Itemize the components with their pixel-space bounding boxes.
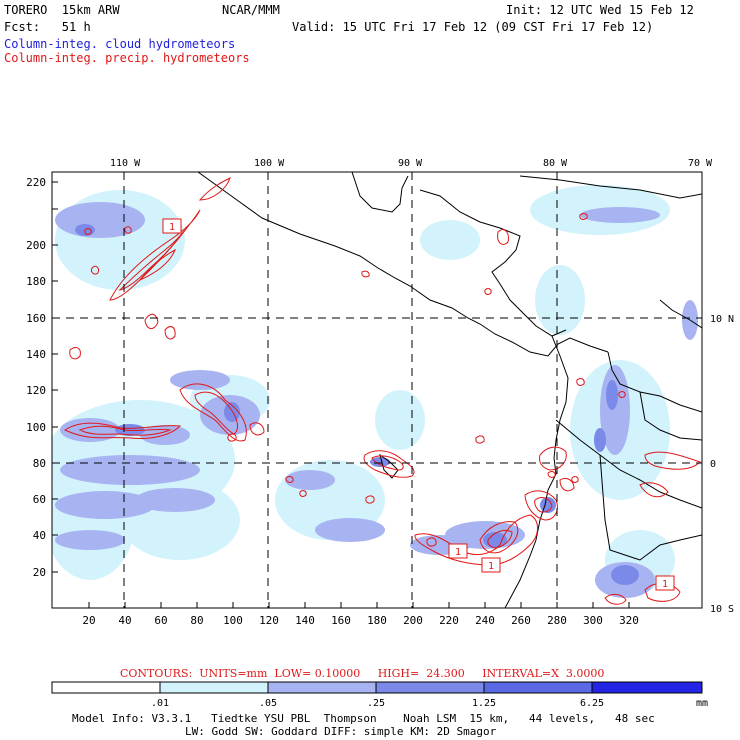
x-tick-label: 200 xyxy=(403,614,423,627)
y-tick-label: 160 xyxy=(26,312,46,325)
lon-label: 90 W xyxy=(398,158,423,169)
lat-label: 0 xyxy=(710,459,716,470)
x-tick-label: 60 xyxy=(154,614,167,627)
lon-label: 100 W xyxy=(254,158,285,169)
max-label: 1 xyxy=(488,561,494,572)
max-label: 1 xyxy=(455,547,461,558)
cloud-field-dark xyxy=(75,224,639,585)
colorbar-unit: mm xyxy=(696,698,708,709)
y-tick-label: 140 xyxy=(26,348,46,361)
lon-label: 110 W xyxy=(110,158,141,169)
model-info-line1: Model Info: V3.3.1 Tiedtke YSU PBL Thomp… xyxy=(72,712,655,725)
axis-ticks xyxy=(52,181,630,608)
model-info-line2: LW: Godd SW: Goddard DIFF: simple KM: 2D… xyxy=(185,725,497,738)
org-label: NCAR/MMM xyxy=(222,3,280,17)
x-tick-label: 180 xyxy=(367,614,387,627)
lon-label: 70 W xyxy=(688,158,713,169)
legend-precip-hydrometeors: Column-integ. precip. hydrometeors xyxy=(4,51,250,65)
max-markers xyxy=(162,218,675,591)
y-tick-label: 220 xyxy=(26,176,46,189)
x-tick-label: 240 xyxy=(475,614,495,627)
y-tick-label: 120 xyxy=(26,384,46,397)
y-tick-label: 100 xyxy=(26,421,46,434)
x-tick-label: 20 xyxy=(82,614,95,627)
max-label: 1 xyxy=(662,579,668,590)
init-time: Init: 12 UTC Wed 15 Feb 12 xyxy=(506,3,694,17)
lon-label: 80 W xyxy=(543,158,568,169)
valid-time: Valid: 15 UTC Fri 17 Feb 12 (09 CST Fri … xyxy=(292,20,654,34)
x-tick-label: 120 xyxy=(259,614,279,627)
y-tick-label: 20 xyxy=(33,566,46,579)
model-title: TORERO 15km ARW xyxy=(4,3,120,17)
x-tick-label: 40 xyxy=(118,614,131,627)
colorbar-tick: .05 xyxy=(259,698,277,709)
colorbar-tick: .25 xyxy=(367,698,385,709)
x-tick-label: 140 xyxy=(295,614,315,627)
y-tick-label: 200 xyxy=(26,239,46,252)
contour-info: CONTOURS: UNITS=mm LOW= 0.10000 HIGH= 24… xyxy=(120,667,605,680)
lat-label: 10 N xyxy=(710,314,734,325)
x-tick-label: 220 xyxy=(439,614,459,627)
forecast-hour: Fcst: 51 h xyxy=(4,20,91,34)
x-tick-label: 160 xyxy=(331,614,351,627)
x-tick-label: 320 xyxy=(619,614,639,627)
lat-lon-grid xyxy=(52,172,702,608)
y-tick-label: 60 xyxy=(33,493,46,506)
max-label: 1 xyxy=(169,222,175,233)
x-tick-label: 260 xyxy=(511,614,531,627)
colorbar-tick: 6.25 xyxy=(580,698,604,709)
y-tick-label: 40 xyxy=(33,529,46,542)
lat-label: 10 S xyxy=(710,604,734,615)
colorbar-tick: 1.25 xyxy=(472,698,496,709)
y-tick-label: 80 xyxy=(33,457,46,470)
x-tick-label: 280 xyxy=(547,614,567,627)
colorbar xyxy=(51,681,703,694)
y-tick-label: 180 xyxy=(26,275,46,288)
x-tick-label: 80 xyxy=(190,614,203,627)
x-tick-label: 300 xyxy=(583,614,603,627)
colorbar-tick: .01 xyxy=(151,698,169,709)
x-tick-label: 100 xyxy=(223,614,243,627)
legend-cloud-hydrometeors: Column-integ. cloud hydrometeors xyxy=(4,37,236,51)
coastlines xyxy=(197,172,702,608)
